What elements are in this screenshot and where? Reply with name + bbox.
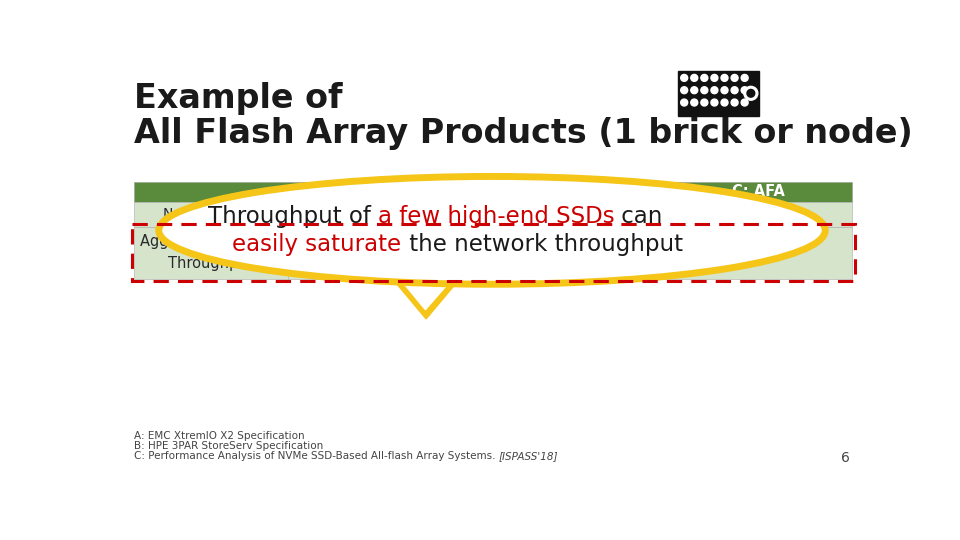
Text: All Flash Array Products (1 brick or node): All Flash Array Products (1 brick or nod… [134, 117, 913, 150]
Text: Aggregate Network
Throughput: Aggregate Network Throughput [140, 234, 282, 271]
Text: B: B [565, 184, 576, 199]
Text: Throughput of: Throughput of [207, 205, 377, 228]
Text: 5 ~ 10 GB/s: 5 ~ 10 GB/s [339, 245, 426, 260]
Circle shape [681, 75, 687, 82]
Circle shape [711, 87, 718, 93]
Circle shape [721, 87, 728, 93]
Circle shape [732, 87, 738, 93]
Text: 4 ... iSF: 4 ... iSF [357, 207, 408, 221]
Circle shape [741, 99, 748, 106]
FancyBboxPatch shape [134, 182, 852, 202]
Text: 8 ~ 24 GB/s: 8 ~ 24 GB/s [527, 245, 614, 260]
Circle shape [681, 99, 687, 106]
Text: 48 GB/s: 48 GB/s [731, 245, 787, 260]
Circle shape [691, 87, 698, 93]
Text: a few high-end SSDs: a few high-end SSDs [377, 205, 614, 228]
Text: C: AFA: C: AFA [732, 184, 785, 199]
Text: easily saturate: easily saturate [232, 233, 401, 256]
Circle shape [701, 75, 708, 82]
Circle shape [732, 75, 738, 82]
Text: Example of: Example of [134, 82, 343, 114]
Circle shape [744, 86, 757, 100]
Circle shape [721, 75, 728, 82]
Text: [ISPASS'18]: [ISPASS'18] [498, 451, 558, 461]
Text: C: Performance Analysis of NVMe SSD-Based All-flash Array Systems.: C: Performance Analysis of NVMe SSD-Base… [134, 451, 498, 461]
Text: A: EMC XtremIO X2 Specification: A: EMC XtremIO X2 Specification [134, 431, 304, 441]
Text: can: can [614, 205, 662, 228]
Polygon shape [396, 282, 457, 319]
Circle shape [711, 75, 718, 82]
Text: B: HPE 3PAR StoreServ Specification: B: HPE 3PAR StoreServ Specification [134, 441, 324, 451]
FancyBboxPatch shape [134, 226, 852, 279]
Ellipse shape [158, 177, 826, 284]
Polygon shape [401, 280, 451, 309]
Circle shape [701, 87, 708, 93]
Text: 3 x Gen3 PCIe: 3 x Gen3 PCIe [709, 207, 807, 221]
Circle shape [721, 99, 728, 106]
Text: Network Ports: Network Ports [162, 207, 260, 221]
Text: the network throughput: the network throughput [401, 233, 683, 256]
Circle shape [681, 87, 687, 93]
Circle shape [711, 99, 718, 106]
Circle shape [741, 75, 748, 82]
Text: 4-12 x 16Gb FC: 4-12 x 16Gb FC [516, 207, 625, 221]
Text: A: A [377, 184, 388, 199]
Circle shape [691, 99, 698, 106]
Circle shape [747, 90, 755, 97]
Circle shape [741, 87, 748, 93]
Circle shape [701, 99, 708, 106]
Circle shape [732, 99, 738, 106]
FancyBboxPatch shape [678, 71, 759, 116]
FancyBboxPatch shape [134, 202, 852, 226]
Circle shape [691, 75, 698, 82]
Text: 6: 6 [841, 451, 850, 465]
